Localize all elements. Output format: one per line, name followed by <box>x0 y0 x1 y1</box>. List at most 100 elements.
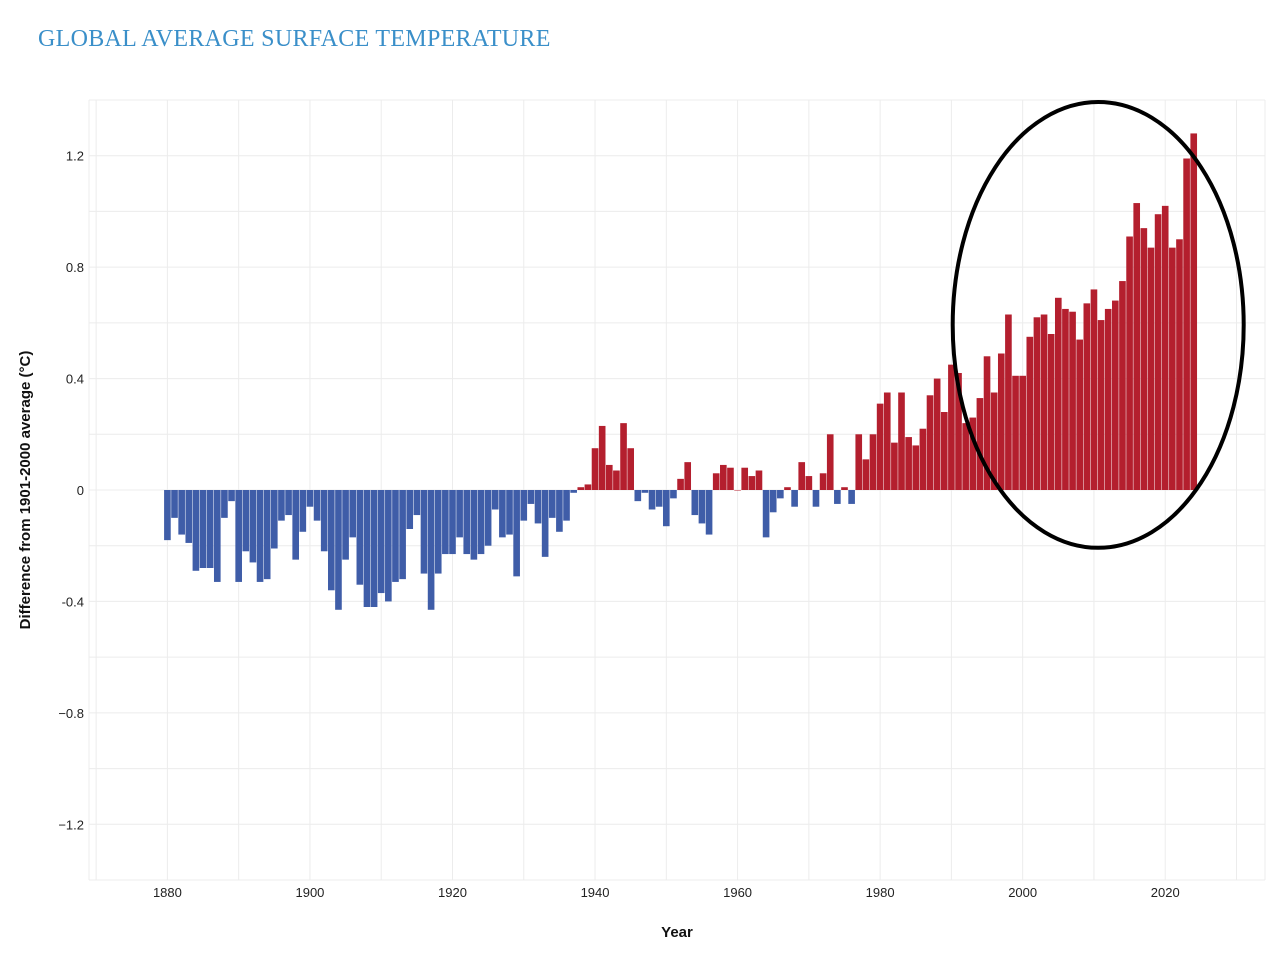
bar-1944 <box>620 423 627 490</box>
bar-2020 <box>1161 205 1169 491</box>
bar-1891 <box>242 490 250 552</box>
bar-1938 <box>577 487 585 490</box>
bar-1955 <box>698 490 706 524</box>
bar-1970 <box>805 476 813 490</box>
x-axis-ticks: 1880 1900 1920 1940 1960 1980 2000 2020 <box>153 885 1180 900</box>
bar-1886 <box>206 490 214 568</box>
bar-2012 <box>1104 308 1112 490</box>
y-axis-ticks: 1.2 0.8 0.4 0 -0.4 −0.8 −1.2 <box>58 149 84 833</box>
bar-2011 <box>1097 320 1105 490</box>
bar-2009 <box>1083 303 1091 490</box>
bar-1951 <box>670 490 677 499</box>
bar-1921 <box>456 490 463 538</box>
bar-1930 <box>520 490 528 521</box>
bar-1935 <box>556 490 563 532</box>
bar-1949 <box>655 490 663 507</box>
bar-1893 <box>256 490 264 582</box>
bar-1902 <box>320 490 328 552</box>
bar-1980 <box>876 403 884 490</box>
y-axis-title: Difference from 1901-2000 average (°C) <box>17 351 34 630</box>
bar-2023 <box>1183 158 1190 490</box>
bar-1965 <box>769 490 777 513</box>
bar-1888 <box>221 490 228 518</box>
x-tick-label: 1940 <box>581 885 610 900</box>
bar-1997 <box>997 353 1005 490</box>
bar-1927 <box>499 490 506 538</box>
bar-1983 <box>898 392 905 490</box>
bar-1908 <box>363 490 371 607</box>
bar-2002 <box>1033 317 1041 490</box>
bar-1926 <box>491 490 499 510</box>
bar-1940 <box>591 448 599 490</box>
bar-1942 <box>605 464 613 490</box>
bar-1910 <box>377 490 385 594</box>
bar-1919 <box>442 490 449 555</box>
bar-1961 <box>741 467 749 490</box>
bar-1977 <box>855 434 863 490</box>
bar-1914 <box>406 490 414 529</box>
bar-1986 <box>919 428 927 490</box>
bar-1988 <box>933 378 941 490</box>
bar-1920 <box>449 490 456 555</box>
y-tick-label: −1.2 <box>58 817 84 832</box>
bar-2017 <box>1140 228 1148 490</box>
bar-1911 <box>385 490 392 602</box>
bar-1998 <box>1005 314 1012 490</box>
bar-1996 <box>990 392 998 490</box>
bar-1905 <box>342 490 349 560</box>
bar-1968 <box>791 490 798 507</box>
bar-1990 <box>948 364 955 490</box>
x-axis-title: Year <box>661 924 693 941</box>
bar-1900 <box>306 490 314 507</box>
y-tick-label: 0.8 <box>66 260 84 275</box>
bar-1889 <box>228 490 235 502</box>
bar-1915 <box>413 490 421 516</box>
bar-2018 <box>1147 247 1155 490</box>
x-tick-label: 1960 <box>723 885 752 900</box>
bar-1881 <box>171 490 178 518</box>
bar-1916 <box>420 490 428 574</box>
bar-1999 <box>1012 375 1019 490</box>
bar-1993 <box>969 417 977 490</box>
bar-1925 <box>484 490 492 546</box>
bar-1991 <box>955 373 962 490</box>
bar-1974 <box>834 490 841 504</box>
bar-1937 <box>570 490 577 493</box>
bar-2014 <box>1119 281 1126 490</box>
bar-2013 <box>1112 300 1119 490</box>
bar-1962 <box>748 476 756 490</box>
bar-2005 <box>1054 297 1062 490</box>
bar-1880 <box>164 490 171 541</box>
x-tick-label: 1920 <box>438 885 467 900</box>
bar-2008 <box>1076 339 1084 490</box>
bar-1887 <box>213 490 221 582</box>
bar-2015 <box>1126 236 1133 490</box>
bar-1969 <box>798 462 806 490</box>
y-tick-label: −0.8 <box>58 706 84 721</box>
bar-1931 <box>527 490 535 504</box>
chart-title: GLOBAL AVERAGE SURFACE TEMPERATURE <box>38 26 551 52</box>
y-tick-label: 0.4 <box>66 372 84 387</box>
bar-1971 <box>812 490 820 507</box>
bar-1882 <box>178 490 185 535</box>
bar-1948 <box>648 490 656 510</box>
x-tick-label: 1880 <box>153 885 182 900</box>
bar-1917 <box>427 490 435 610</box>
bar-1928 <box>506 490 513 535</box>
bar-1892 <box>249 490 257 563</box>
bar-1987 <box>926 395 934 490</box>
x-tick-label: 2000 <box>1008 885 1037 900</box>
bar-1959 <box>727 467 734 490</box>
bar-1897 <box>285 490 292 516</box>
bar-1932 <box>534 490 542 524</box>
bar-1976 <box>848 490 855 504</box>
bar-1884 <box>192 490 200 571</box>
bar-1941 <box>598 425 606 490</box>
bar-1963 <box>755 470 763 490</box>
bar-1982 <box>891 442 898 490</box>
bar-2007 <box>1069 311 1076 490</box>
bar-2000 <box>1019 375 1026 490</box>
bar-1912 <box>392 490 399 582</box>
bar-1936 <box>563 490 570 521</box>
bar-1950 <box>662 490 670 527</box>
